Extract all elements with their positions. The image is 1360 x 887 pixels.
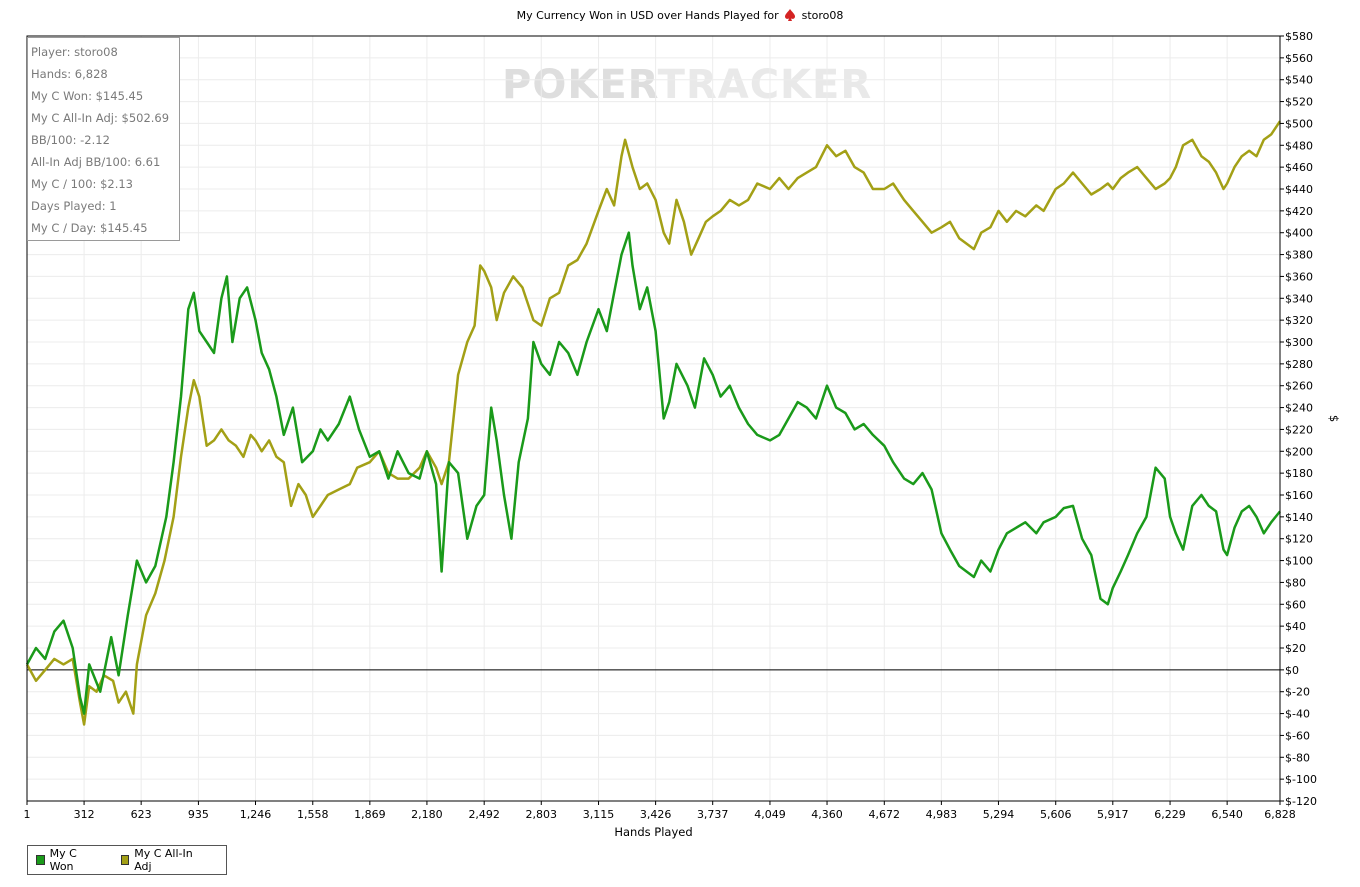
y-tick-label: $480 — [1285, 139, 1313, 152]
y-tick-label: $-20 — [1285, 686, 1310, 699]
series-lines — [25, 120, 1282, 726]
legend-label-allin: My C All-In Adj — [134, 847, 193, 873]
stat-per-100: My C / 100: $2.13 — [31, 177, 134, 191]
legend-label-won: My C Won — [49, 847, 77, 873]
stat-bb100: BB/100: -2.12 — [31, 133, 110, 147]
stat-days: Days Played: 1 — [31, 199, 117, 213]
spade-icon — [785, 9, 796, 21]
chart-legend: My C Won My C All-In Adj — [27, 845, 227, 875]
series-line-my-c-won — [25, 231, 1281, 715]
x-tick-label: 623 — [131, 808, 152, 821]
x-tick-label: 4,983 — [926, 808, 958, 821]
y-tick-label: $580 — [1285, 30, 1313, 43]
y-tick-label: $280 — [1285, 358, 1313, 371]
x-tick-label: 935 — [188, 808, 209, 821]
y-tick-label: $140 — [1285, 511, 1313, 524]
pokertracker-watermark: POKERTRACKER — [502, 62, 873, 108]
x-tick-label: 3,115 — [583, 808, 615, 821]
x-tick-label: 4,360 — [811, 808, 843, 821]
y-tick-label: $20 — [1285, 642, 1306, 655]
grid-lines — [26, 35, 1281, 802]
y-tick-label: $460 — [1285, 161, 1313, 174]
y-tick-label: $540 — [1285, 74, 1313, 87]
y-tick-label: $380 — [1285, 249, 1313, 262]
y-tick-label: $180 — [1285, 467, 1313, 480]
x-tick-label: 312 — [74, 808, 95, 821]
x-tick-label: 5,917 — [1097, 808, 1129, 821]
y-tick-label: $-80 — [1285, 751, 1310, 764]
x-tick-label: 3,426 — [640, 808, 672, 821]
y-tick-label: $60 — [1285, 598, 1306, 611]
y-tick-label: $200 — [1285, 445, 1313, 458]
x-tick-label: 3,737 — [697, 808, 729, 821]
y-tick-label: $440 — [1285, 183, 1313, 196]
y-tick-label: $160 — [1285, 489, 1313, 502]
x-tick-label: 2,180 — [411, 808, 443, 821]
x-tick-label: 5,294 — [983, 808, 1015, 821]
stats-panel: Player: storo08 Hands: 6,828 My C Won: $… — [27, 37, 180, 241]
y-tick-label: $340 — [1285, 292, 1313, 305]
y-tick-label: $-100 — [1285, 773, 1317, 786]
chart-title: My Currency Won in USD over Hands Played… — [0, 9, 1360, 22]
chart-title-player: storo08 — [801, 9, 844, 22]
y-tick-label: $120 — [1285, 533, 1313, 546]
x-tick-label: 2,803 — [526, 808, 558, 821]
x-tick-label: 2,492 — [468, 808, 500, 821]
x-tick-label: 4,049 — [754, 808, 786, 821]
y-axis-label: $ — [1327, 415, 1341, 422]
x-axis-ticks: 1 312 623 935 1,246 1,558 1,869 2,180 2,492 2,803… — [24, 801, 1296, 821]
y-tick-label: $40 — [1285, 620, 1306, 633]
stat-per-day: My C / Day: $145.45 — [31, 221, 148, 235]
x-tick-label: 6,828 — [1264, 808, 1296, 821]
stat-won: My C Won: $145.45 — [31, 89, 144, 103]
stat-allin-adj: My C All-In Adj: $502.69 — [31, 111, 170, 125]
y-tick-label: $-60 — [1285, 729, 1310, 742]
y-tick-label: $400 — [1285, 227, 1313, 240]
x-tick-label: 1,558 — [297, 808, 329, 821]
y-tick-label: $80 — [1285, 576, 1306, 589]
x-tick-label: 1 — [24, 808, 31, 821]
y-tick-label: $420 — [1285, 205, 1313, 218]
y-tick-label: $360 — [1285, 270, 1313, 283]
x-tick-label: 1,246 — [240, 808, 272, 821]
y-tick-label: $500 — [1285, 117, 1313, 130]
x-axis-label: Hands Played — [614, 825, 692, 839]
y-tick-label: $300 — [1285, 336, 1313, 349]
plot-frame — [26, 35, 1281, 802]
stat-allin-bb100: All-In Adj BB/100: 6.61 — [31, 155, 161, 169]
x-tick-label: 6,540 — [1211, 808, 1243, 821]
stat-hands: Hands: 6,828 — [31, 67, 108, 81]
y-tick-label: $0 — [1285, 664, 1299, 677]
y-axis-ticks: $-120 $-100 $-80 $-60 $-40 $-20 $0 $20 $40 $60 $80… — [1280, 30, 1317, 808]
stat-player: Player: storo08 — [31, 45, 118, 59]
legend-swatch-allin — [120, 855, 130, 865]
y-tick-label: $-40 — [1285, 708, 1310, 721]
legend-item-won[interactable]: My C Won — [36, 847, 95, 873]
x-tick-label: 5,606 — [1040, 808, 1072, 821]
legend-item-allin[interactable]: My C All-In Adj — [120, 847, 200, 873]
y-tick-label: $-120 — [1285, 795, 1317, 808]
x-tick-label: 4,672 — [869, 808, 901, 821]
y-tick-label: $240 — [1285, 402, 1313, 415]
legend-swatch-won — [36, 855, 45, 865]
chart-title-text: My Currency Won in USD over Hands Played… — [516, 9, 779, 22]
y-tick-label: $560 — [1285, 52, 1313, 65]
y-tick-label: $520 — [1285, 96, 1313, 109]
y-tick-label: $220 — [1285, 423, 1313, 436]
series-line-my-c-all-in-adj — [25, 120, 1282, 726]
y-tick-label: $100 — [1285, 555, 1313, 568]
x-tick-label: 6,229 — [1154, 808, 1186, 821]
y-tick-label: $260 — [1285, 380, 1313, 393]
x-tick-label: 1,869 — [354, 808, 386, 821]
y-tick-label: $320 — [1285, 314, 1313, 327]
